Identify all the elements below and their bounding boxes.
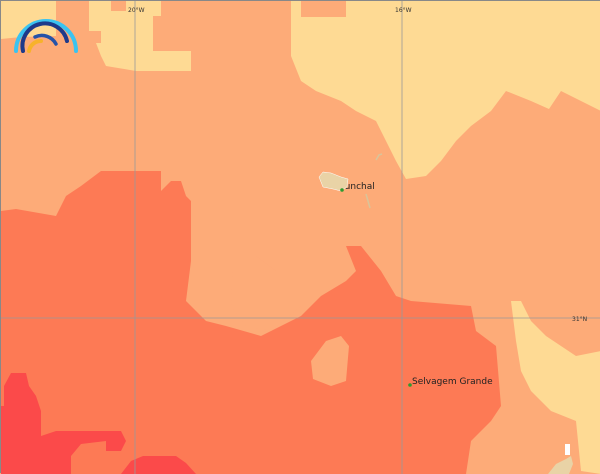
lat-label-31n: 31°N bbox=[572, 316, 587, 323]
rainbow-arcs-logo-icon bbox=[14, 19, 78, 53]
madeira-island bbox=[318, 171, 349, 192]
region-level-4 bbox=[1, 373, 126, 474]
porto-santo-island bbox=[375, 153, 383, 161]
region-level-1 bbox=[89, 1, 191, 71]
lon-label-20w: 20°W bbox=[128, 7, 145, 14]
region-level-1 bbox=[511, 301, 600, 474]
desertas-island bbox=[365, 193, 371, 209]
place-marker-funchal[interactable] bbox=[340, 188, 344, 192]
canary-island-highlight bbox=[565, 444, 570, 455]
place-label-funchal: Funchal bbox=[340, 182, 375, 192]
region-level-1 bbox=[291, 1, 600, 179]
region-level-3 bbox=[1, 171, 501, 474]
place-marker-selvagem-grande[interactable] bbox=[408, 383, 412, 387]
canary-island-land bbox=[548, 456, 573, 474]
lon-label-16w: 16°W bbox=[395, 7, 412, 14]
region-level-1 bbox=[1, 1, 56, 39]
region-level-2 bbox=[231, 241, 301, 331]
place-label-selvagem-grande: Selvagem Grande bbox=[412, 377, 493, 387]
region-level-2 bbox=[301, 1, 346, 17]
region-level-4 bbox=[121, 456, 196, 474]
region-level-2 bbox=[311, 336, 349, 386]
